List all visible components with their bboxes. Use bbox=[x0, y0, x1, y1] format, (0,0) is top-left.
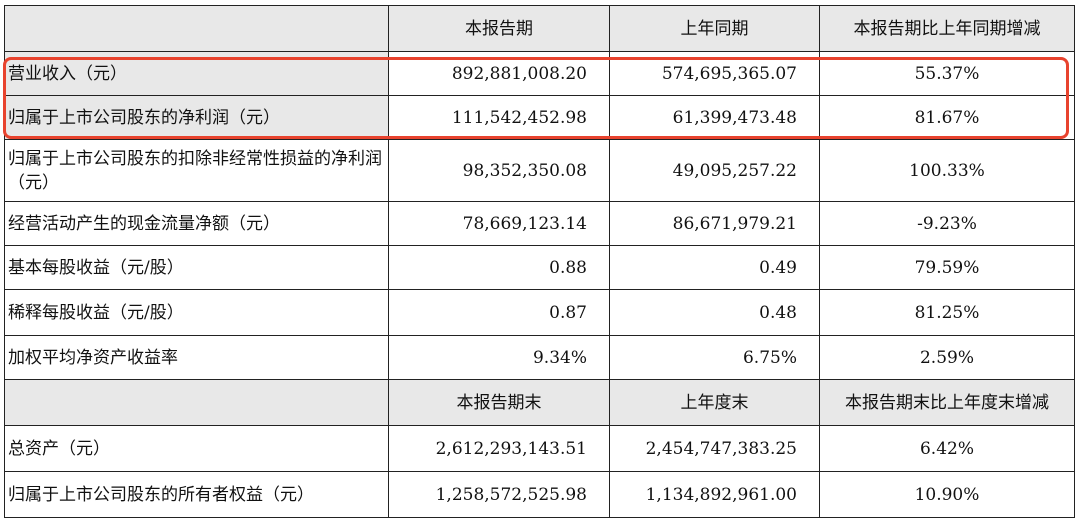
row-current-value: 78,669,123.14 bbox=[388, 201, 610, 246]
row-change-value: -9.23% bbox=[819, 201, 1075, 246]
row-label: 稀释每股收益（元/股） bbox=[4, 289, 389, 336]
row-change-value: 6.42% bbox=[819, 425, 1075, 472]
header-current-period: 本报告期 bbox=[388, 5, 610, 52]
header-prior-period: 上年同期 bbox=[609, 5, 820, 52]
row-change-value: 81.67% bbox=[819, 95, 1075, 140]
row-current-value: 2,612,293,143.51 bbox=[388, 425, 610, 472]
row-change-value: 81.25% bbox=[819, 289, 1075, 336]
row-label: 经营活动产生的现金流量净额（元） bbox=[4, 201, 389, 246]
row-change-value: 2.59% bbox=[819, 335, 1075, 380]
row-change-value: 100.33% bbox=[819, 139, 1075, 202]
row-prior-value: 0.48 bbox=[609, 289, 820, 336]
row-current-value: 98,352,350.08 bbox=[388, 139, 610, 202]
row-current-value: 1,258,572,525.98 bbox=[388, 471, 610, 518]
row-label: 加权平均净资产收益率 bbox=[4, 335, 389, 380]
header-period-change: 本报告期比上年同期增减 bbox=[819, 5, 1075, 52]
table-row: 经营活动产生的现金流量净额（元） 78,669,123.14 86,671,97… bbox=[4, 201, 1075, 246]
header-current-period-end: 本报告期末 bbox=[388, 379, 610, 426]
table-row: 加权平均净资产收益率 9.34% 6.75% 2.59% bbox=[4, 335, 1075, 380]
row-label: 营业收入（元） bbox=[4, 51, 389, 96]
header-period-end-change: 本报告期末比上年度末增减 bbox=[819, 379, 1075, 426]
table-row: 营业收入（元） 892,881,008.20 574,695,365.07 55… bbox=[4, 51, 1075, 96]
row-change-value: 79.59% bbox=[819, 245, 1075, 290]
row-prior-value: 86,671,979.21 bbox=[609, 201, 820, 246]
row-current-value: 0.88 bbox=[388, 245, 610, 290]
header-row-period-end: 本报告期末 上年度末 本报告期末比上年度末增减 bbox=[4, 379, 1075, 426]
table-row: 归属于上市公司股东的所有者权益（元） 1,258,572,525.98 1,13… bbox=[4, 471, 1075, 518]
row-current-value: 9.34% bbox=[388, 335, 610, 380]
row-prior-value: 0.49 bbox=[609, 245, 820, 290]
table-row: 归属于上市公司股东的扣除非经常性损益的净利润（元） 98,352,350.08 … bbox=[4, 139, 1075, 202]
table-row: 总资产（元） 2,612,293,143.51 2,454,747,383.25… bbox=[4, 425, 1075, 472]
row-current-value: 0.87 bbox=[388, 289, 610, 336]
row-prior-value: 49,095,257.22 bbox=[609, 139, 820, 202]
row-prior-value: 1,134,892,961.00 bbox=[609, 471, 820, 518]
row-prior-value: 6.75% bbox=[609, 335, 820, 380]
row-label: 归属于上市公司股东的所有者权益（元） bbox=[4, 471, 389, 518]
row-label: 总资产（元） bbox=[4, 425, 389, 472]
row-label: 基本每股收益（元/股） bbox=[4, 245, 389, 290]
row-label: 归属于上市公司股东的净利润（元） bbox=[4, 95, 389, 140]
row-current-value: 892,881,008.20 bbox=[388, 51, 610, 96]
header-blank-cell bbox=[4, 5, 389, 52]
table-row: 归属于上市公司股东的净利润（元） 111,542,452.98 61,399,4… bbox=[4, 95, 1075, 140]
row-prior-value: 2,454,747,383.25 bbox=[609, 425, 820, 472]
header-row-period: 本报告期 上年同期 本报告期比上年同期增减 bbox=[4, 5, 1075, 52]
table-row: 稀释每股收益（元/股） 0.87 0.48 81.25% bbox=[4, 289, 1075, 336]
row-prior-value: 61,399,473.48 bbox=[609, 95, 820, 140]
table-row: 基本每股收益（元/股） 0.88 0.49 79.59% bbox=[4, 245, 1075, 290]
row-change-value: 55.37% bbox=[819, 51, 1075, 96]
row-change-value: 10.90% bbox=[819, 471, 1075, 518]
row-prior-value: 574,695,365.07 bbox=[609, 51, 820, 96]
row-current-value: 111,542,452.98 bbox=[388, 95, 610, 140]
header-blank-cell bbox=[4, 379, 389, 426]
header-prior-year-end: 上年度末 bbox=[609, 379, 820, 426]
row-label: 归属于上市公司股东的扣除非经常性损益的净利润（元） bbox=[4, 139, 389, 202]
financial-table: 本报告期 上年同期 本报告期比上年同期增减 营业收入（元） 892,881,00… bbox=[4, 5, 1075, 518]
